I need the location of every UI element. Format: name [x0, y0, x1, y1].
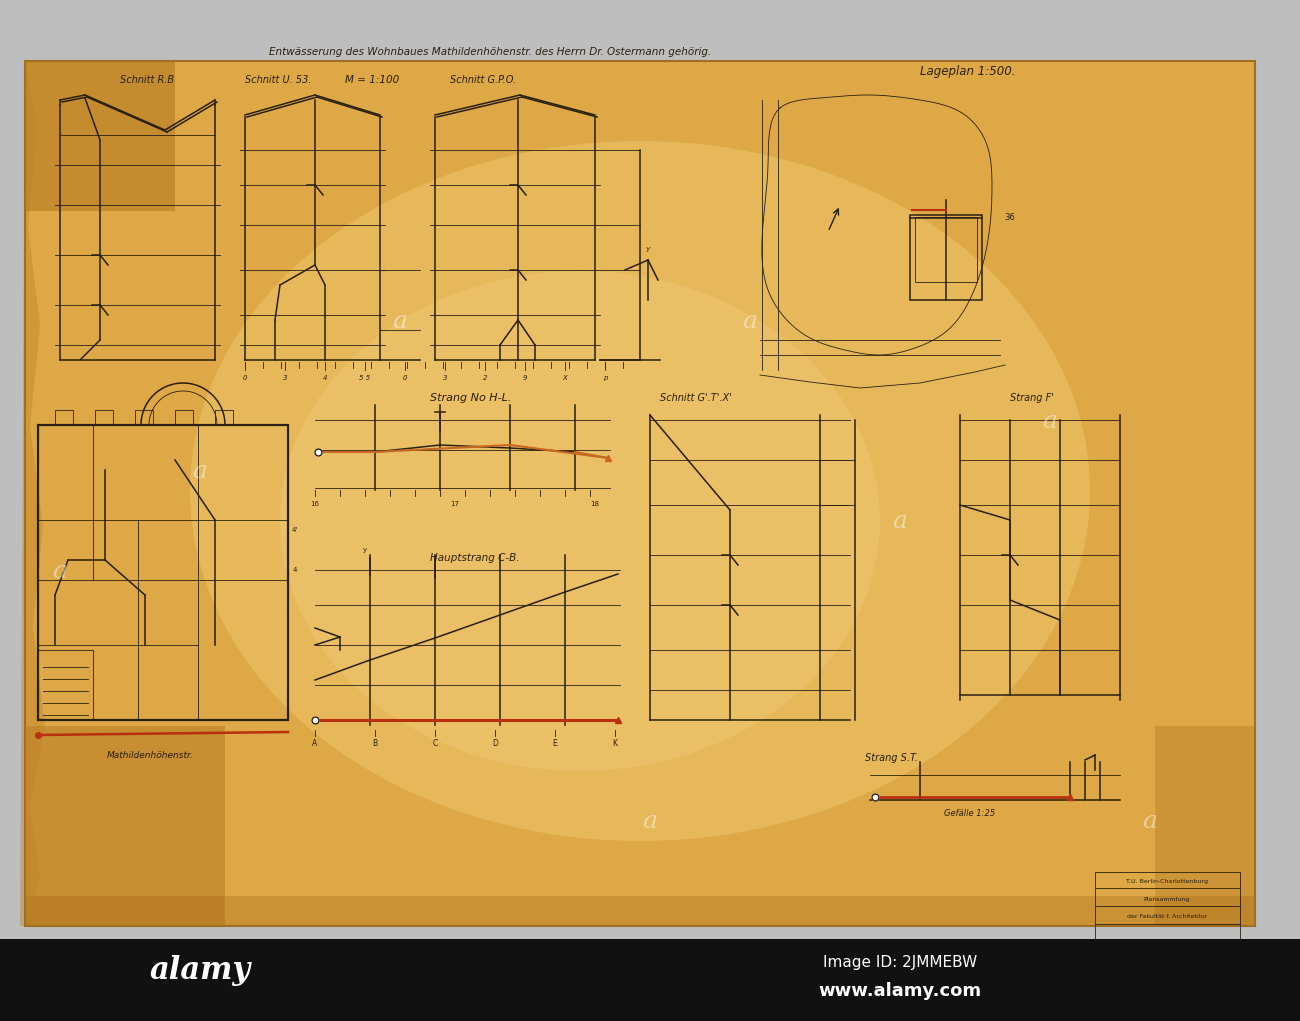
- Text: 4': 4': [292, 527, 298, 533]
- Text: 3: 3: [283, 375, 287, 381]
- Text: a: a: [393, 309, 407, 333]
- Text: 2: 2: [482, 375, 488, 381]
- Bar: [95, 410, 113, 425]
- Bar: [0, 939, 1300, 1021]
- Text: Y: Y: [646, 247, 650, 253]
- Text: y: y: [363, 547, 367, 553]
- Text: a: a: [893, 509, 907, 533]
- Text: Strang S.T.: Strang S.T.: [864, 753, 918, 763]
- Bar: [1095, 872, 1240, 960]
- Bar: [25, 61, 176, 211]
- Text: Strang F': Strang F': [1010, 393, 1054, 403]
- Text: a: a: [52, 560, 68, 583]
- Text: a: a: [1043, 409, 1057, 433]
- Text: B: B: [372, 739, 377, 748]
- Text: N° 13342: N° 13342: [1149, 945, 1186, 951]
- Text: 16: 16: [311, 501, 320, 507]
- Bar: [135, 410, 153, 425]
- Text: 4: 4: [322, 375, 328, 381]
- Text: X: X: [563, 375, 567, 381]
- Text: 0: 0: [243, 375, 247, 381]
- Bar: [910, 215, 982, 300]
- Text: 4: 4: [292, 567, 298, 573]
- Text: www.alamy.com: www.alamy.com: [819, 982, 982, 1000]
- Text: A: A: [312, 739, 317, 748]
- Text: a: a: [642, 810, 658, 832]
- Text: Plansammlung: Plansammlung: [1144, 897, 1191, 903]
- Text: Schnitt R.B: Schnitt R.B: [120, 75, 174, 85]
- Ellipse shape: [190, 141, 1089, 841]
- Text: T.U. Berlin-Charlottenburg: T.U. Berlin-Charlottenburg: [1126, 879, 1208, 884]
- Bar: [1154, 726, 1254, 926]
- Polygon shape: [20, 61, 46, 926]
- Text: 18: 18: [590, 501, 599, 507]
- Ellipse shape: [280, 271, 880, 771]
- Bar: [25, 61, 1254, 926]
- Bar: [176, 410, 192, 425]
- Text: Lageplan 1:500.: Lageplan 1:500.: [920, 65, 1015, 79]
- Text: alamy: alamy: [150, 956, 251, 986]
- Text: 3: 3: [443, 375, 447, 381]
- Bar: [55, 410, 73, 425]
- Text: K: K: [612, 739, 618, 748]
- Text: Gefälle 1:25: Gefälle 1:25: [944, 810, 996, 819]
- Text: M = 1:100: M = 1:100: [344, 75, 399, 85]
- Bar: [915, 217, 978, 282]
- Text: Mathildenhöhenstr.: Mathildenhöhenstr.: [107, 750, 194, 760]
- Text: Schnitt U. 53.: Schnitt U. 53.: [244, 75, 312, 85]
- Text: der Fakultät f. Architektur: der Fakultät f. Architektur: [1127, 914, 1208, 919]
- Text: Schnitt G.P.O.: Schnitt G.P.O.: [450, 75, 516, 85]
- Text: E: E: [552, 739, 558, 748]
- Bar: [214, 410, 233, 425]
- Bar: [38, 650, 94, 720]
- Text: a: a: [742, 309, 758, 333]
- Text: 36: 36: [1005, 213, 1015, 223]
- Bar: [25, 61, 1254, 926]
- Text: 17: 17: [451, 501, 459, 507]
- Text: Image ID: 2JMMEBW: Image ID: 2JMMEBW: [823, 956, 978, 971]
- Text: 0: 0: [403, 375, 407, 381]
- Text: 5 5: 5 5: [359, 375, 370, 381]
- Text: Hauptstrang C-B.: Hauptstrang C-B.: [430, 553, 520, 563]
- Text: 9: 9: [523, 375, 528, 381]
- Text: D: D: [493, 739, 498, 748]
- Text: p: p: [603, 375, 607, 381]
- Text: Entwässerung des Wohnbaues Mathildenhöhenstr. des Herrn Dr. Ostermann gehörig.: Entwässerung des Wohnbaues Mathildenhöhe…: [269, 47, 711, 57]
- Bar: [25, 726, 225, 926]
- Text: a: a: [1143, 810, 1157, 832]
- Bar: [38, 425, 289, 720]
- Text: Strang No H-L.: Strang No H-L.: [430, 393, 511, 403]
- Text: C: C: [433, 739, 438, 748]
- Bar: [25, 896, 1254, 926]
- Text: a: a: [192, 459, 208, 483]
- Text: Schnitt G'.T'.X': Schnitt G'.T'.X': [660, 393, 732, 403]
